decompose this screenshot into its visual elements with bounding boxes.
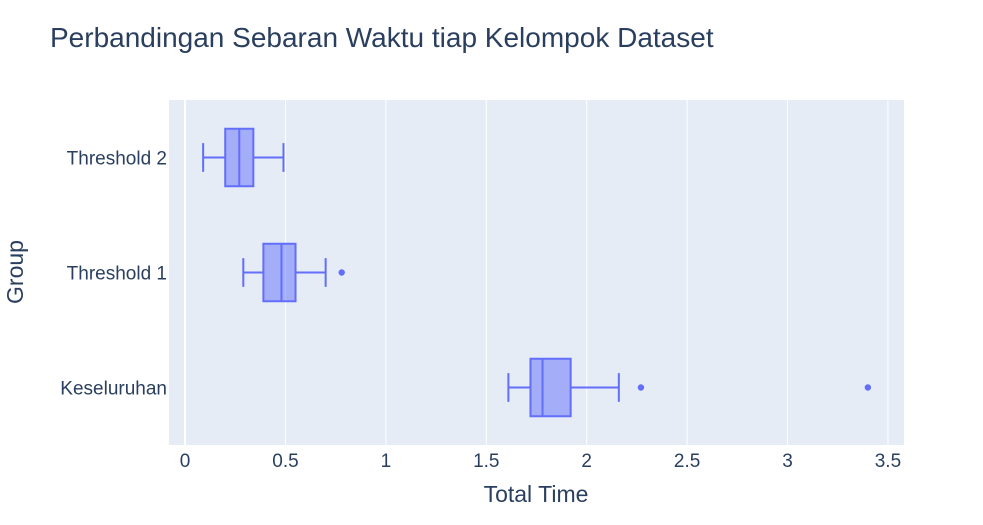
- box-threshold-2: [202, 127, 285, 188]
- grid-lines: [184, 100, 889, 445]
- x-tick-label: 1.5: [473, 451, 499, 472]
- chart-title: Perbandingan Sebaran Waktu tiap Kelompok…: [50, 22, 714, 53]
- x-tick-label: 1: [381, 451, 392, 472]
- y-tick-label: Threshold 2: [67, 149, 167, 170]
- box-threshold-1: [242, 242, 345, 303]
- y-tick-label: Threshold 1: [67, 264, 167, 285]
- x-axis-title: Total Time: [484, 481, 589, 507]
- x-tick-label: 0: [180, 451, 191, 472]
- y-tick-label: Keseluruhan: [60, 379, 167, 400]
- x-tick-label: 2: [581, 451, 592, 472]
- y-axis-ticks: Threshold 2 Threshold 1 Keseluruhan: [60, 149, 167, 400]
- x-tick-label: 2.5: [674, 451, 700, 472]
- iqr-box: [529, 357, 572, 418]
- x-axis-ticks: 0 0.5 1 1.5 2 2.5 3 3.5: [180, 451, 901, 472]
- x-tick-label: 3.5: [875, 451, 901, 472]
- y-axis-title: Group: [2, 240, 28, 304]
- box-keseluruhan: [507, 357, 872, 418]
- iqr-box: [262, 242, 297, 303]
- box-series: [202, 127, 872, 418]
- x-tick-label: 0.5: [272, 451, 298, 472]
- x-tick-label: 3: [782, 451, 793, 472]
- outlier-point: [338, 269, 345, 276]
- outlier-point: [637, 384, 645, 391]
- outlier-point: [864, 384, 872, 391]
